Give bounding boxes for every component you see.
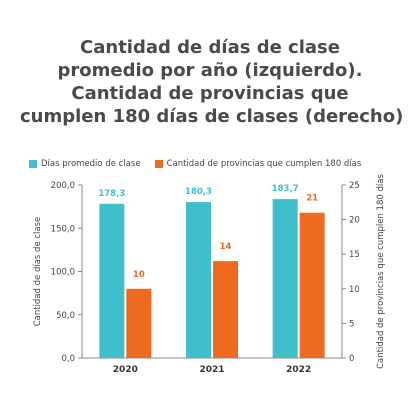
y-tick-label-right: 10 bbox=[349, 285, 360, 295]
chart-legend: Días promedio de clase Cantidad de provi… bbox=[29, 159, 375, 169]
x-tick-label: 2022 bbox=[286, 365, 311, 375]
legend-swatch-series-2 bbox=[154, 160, 163, 168]
title-line-3: Cantidad de provincias que bbox=[71, 83, 349, 104]
y-tick-label-right: 5 bbox=[349, 319, 354, 329]
legend-item-series-1: Días promedio de clase bbox=[29, 159, 141, 169]
y-tick-label-right: 20 bbox=[349, 216, 360, 226]
y-tick-label-left: 50,0 bbox=[56, 311, 75, 321]
data-label-series-1: 183,7 bbox=[272, 184, 299, 194]
x-tick-label: 2020 bbox=[113, 365, 138, 375]
y-tick-label-left: 150,0 bbox=[51, 224, 75, 234]
title-line-2: promedio por año (izquierdo). bbox=[57, 60, 363, 81]
bar-series-2 bbox=[299, 212, 325, 358]
chart-title: Cantidad de días de clase promedio por a… bbox=[20, 36, 404, 128]
data-label-series-1: 180,3 bbox=[185, 187, 212, 197]
y-tick-label-left: 0,0 bbox=[61, 354, 75, 364]
y-tick-label-right: 25 bbox=[349, 181, 360, 191]
legend-item-series-2: Cantidad de provincias que cumplen 180 d… bbox=[154, 159, 362, 169]
title-line-4: cumplen 180 días de clases (derecho) bbox=[20, 106, 404, 127]
legend-label-series-1: Días promedio de clase bbox=[41, 159, 141, 169]
x-tick-label: 2021 bbox=[199, 365, 224, 375]
data-label-series-2: 10 bbox=[133, 270, 145, 280]
bar-series-2 bbox=[126, 288, 152, 358]
y-tick-label-left: 200,0 bbox=[51, 181, 75, 191]
y-tick-label-right: 15 bbox=[349, 250, 360, 260]
y-tick-label-left: 100,0 bbox=[51, 268, 75, 278]
data-label-series-1: 178,3 bbox=[98, 189, 125, 199]
y-axis-label-left: Cantidad de días de clase bbox=[33, 217, 43, 327]
y-tick-label-right: 0 bbox=[349, 354, 354, 364]
data-label-series-2: 21 bbox=[306, 194, 318, 204]
bar-series-1 bbox=[272, 199, 298, 358]
title-line-1: Cantidad de días de clase bbox=[80, 37, 340, 58]
legend-swatch-series-1 bbox=[29, 160, 37, 168]
legend-label-series-2: Cantidad de provincias que cumplen 180 d… bbox=[166, 159, 362, 169]
data-label-series-2: 14 bbox=[220, 242, 232, 252]
bar-series-1 bbox=[186, 202, 211, 358]
bar-series-2 bbox=[213, 261, 238, 358]
y-axis-label-right: Cantidad de provincias que cumplen 180 d… bbox=[376, 174, 386, 369]
bar-series-1 bbox=[99, 203, 125, 358]
